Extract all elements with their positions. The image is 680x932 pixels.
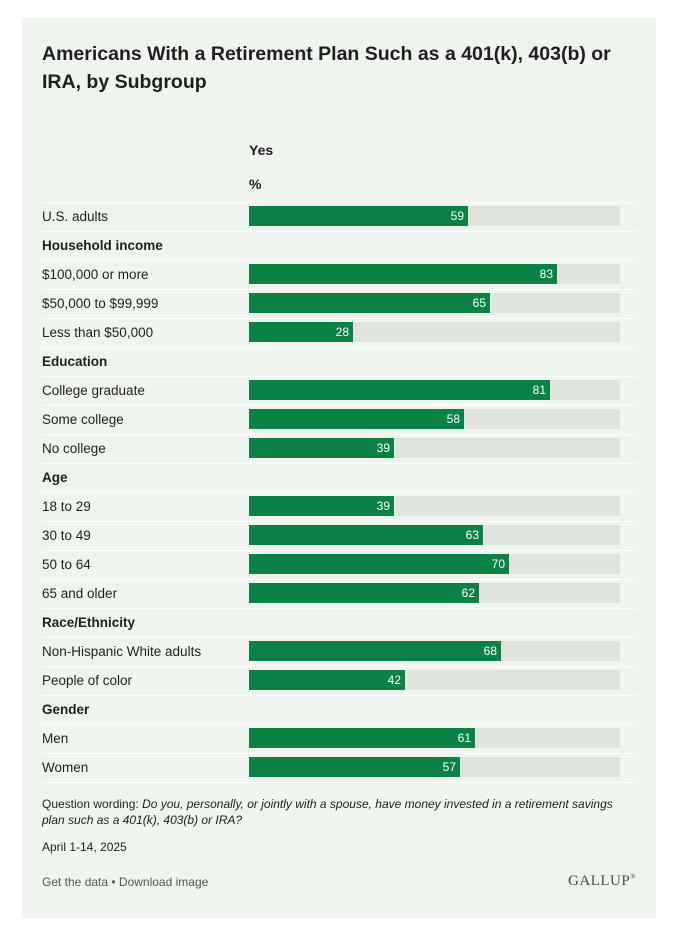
bar: 65 [249, 293, 490, 313]
bar-track: 58 [249, 409, 620, 429]
bar-row: No college 39 [42, 434, 636, 464]
bar-value-label: 39 [376, 499, 390, 513]
bar-track: 61 [249, 728, 620, 748]
group-label: Gender [42, 702, 90, 717]
row-label: $50,000 to $99,999 [42, 296, 159, 311]
bar-value-label: 83 [539, 267, 553, 281]
footer-links[interactable]: Get the data • Download image [42, 875, 209, 889]
column-header-unit: % [249, 176, 262, 192]
bar-value-label: 28 [335, 325, 349, 339]
bar-row: U.S. adults 59 [42, 202, 636, 232]
group-header: Household income [42, 231, 636, 261]
bar-row: Some college 58 [42, 405, 636, 435]
question-wording: Question wording: Do you, personally, or… [42, 796, 632, 828]
bar-track: 62 [249, 583, 620, 603]
question-prefix: Question wording: [42, 797, 143, 811]
bar-track: 42 [249, 670, 620, 690]
bar-row: $100,000 or more 83 [42, 260, 636, 290]
bar-row: Men 61 [42, 724, 636, 754]
bar-value-label: 58 [446, 412, 460, 426]
group-label: Education [42, 354, 108, 369]
bar-track: 65 [249, 293, 620, 313]
bar-track: 57 [249, 757, 620, 777]
survey-date: April 1-14, 2025 [42, 840, 127, 854]
bar-value-label: 57 [442, 760, 456, 774]
row-label: Some college [42, 412, 124, 427]
bar-value-label: 70 [491, 557, 505, 571]
group-header: Race/Ethnicity [42, 608, 636, 638]
bar: 62 [249, 583, 479, 603]
bar-value-label: 65 [472, 296, 486, 310]
bar-track: 83 [249, 264, 620, 284]
bar-value-label: 62 [461, 586, 475, 600]
bar-row: 50 to 64 70 [42, 550, 636, 580]
bar: 58 [249, 409, 464, 429]
bar-row: 18 to 29 39 [42, 492, 636, 522]
bar: 70 [249, 554, 509, 574]
row-label: College graduate [42, 383, 145, 398]
bar-track: 81 [249, 380, 620, 400]
row-label: U.S. adults [42, 209, 109, 224]
bar: 59 [249, 206, 468, 226]
bar-value-label: 61 [457, 731, 471, 745]
bar-row: $50,000 to $99,999 65 [42, 289, 636, 319]
group-header: Education [42, 347, 636, 377]
question-text: Do you, personally, or jointly with a sp… [42, 797, 613, 827]
row-label: 65 and older [42, 586, 118, 601]
bar: 68 [249, 641, 501, 661]
bar: 63 [249, 525, 483, 545]
bar: 57 [249, 757, 460, 777]
row-label: People of color [42, 673, 133, 688]
bar-row: Non-Hispanic White adults 68 [42, 637, 636, 667]
bar-value-label: 68 [483, 644, 497, 658]
bar: 42 [249, 670, 405, 690]
bar-track: 68 [249, 641, 620, 661]
bar-track: 39 [249, 496, 620, 516]
bar-row: 65 and older 62 [42, 579, 636, 609]
bar-track: 39 [249, 438, 620, 458]
bar-value-label: 42 [387, 673, 401, 687]
group-header: Gender [42, 695, 636, 725]
row-label: 50 to 64 [42, 557, 91, 572]
bar-value-label: 63 [465, 528, 479, 542]
column-header-yes: Yes [249, 142, 274, 158]
bar-track: 63 [249, 525, 620, 545]
chart-card: Americans With a Retirement Plan Such as… [22, 18, 656, 918]
gallup-logo: GALLUP® [568, 873, 636, 889]
bar-track: 59 [249, 206, 620, 226]
bar: 39 [249, 438, 394, 458]
bar: 39 [249, 496, 394, 516]
bar-track: 28 [249, 322, 620, 342]
row-label: $100,000 or more [42, 267, 149, 282]
group-header: Age [42, 463, 636, 493]
bar-row: Women 57 [42, 753, 636, 783]
bar-row: College graduate 81 [42, 376, 636, 406]
bar-row: Less than $50,000 28 [42, 318, 636, 348]
bar-row: People of color 42 [42, 666, 636, 696]
bar-value-label: 81 [532, 383, 546, 397]
group-label: Age [42, 470, 68, 485]
bar-value-label: 59 [450, 209, 464, 223]
bar-value-label: 39 [376, 441, 390, 455]
row-label: Men [42, 731, 69, 746]
bar: 83 [249, 264, 557, 284]
bar: 28 [249, 322, 353, 342]
bar-track: 70 [249, 554, 620, 574]
row-label: 30 to 49 [42, 528, 91, 543]
row-label: No college [42, 441, 106, 456]
row-label: Women [42, 760, 89, 775]
bar: 81 [249, 380, 550, 400]
table-top-rule [42, 202, 636, 203]
gallup-logo-text: GALLUP [568, 873, 631, 889]
group-label: Household income [42, 238, 163, 253]
bar-row: 30 to 49 63 [42, 521, 636, 551]
group-label: Race/Ethnicity [42, 615, 136, 630]
row-label: 18 to 29 [42, 499, 91, 514]
bar: 61 [249, 728, 475, 748]
row-label: Less than $50,000 [42, 325, 154, 340]
row-label: Non-Hispanic White adults [42, 644, 202, 659]
chart-title: Americans With a Retirement Plan Such as… [42, 43, 611, 93]
